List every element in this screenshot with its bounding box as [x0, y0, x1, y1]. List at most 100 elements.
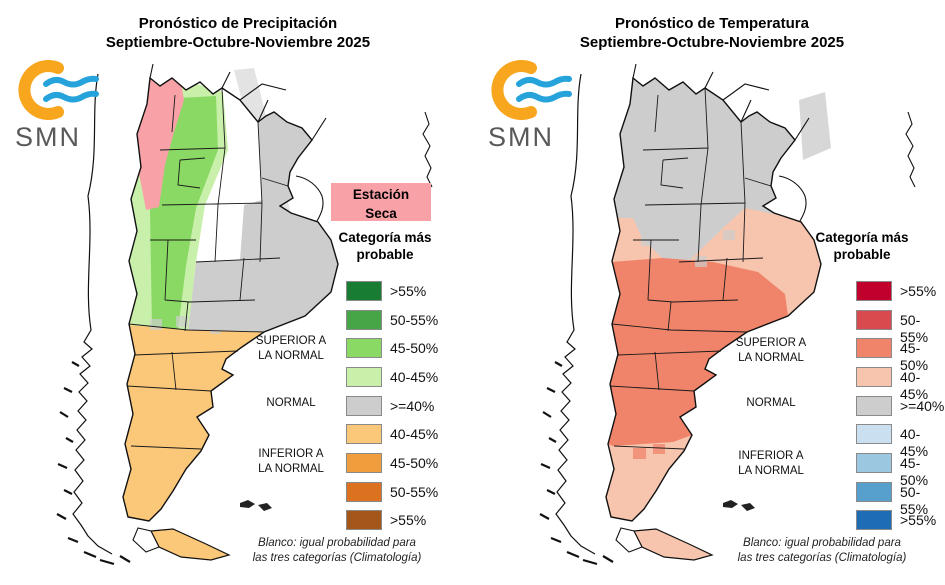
category-label-normal: NORMAL — [719, 396, 823, 411]
footnote-line2: las tres categorías (Climatología) — [252, 551, 422, 564]
legend-swatch — [346, 510, 382, 530]
footnote: Blanco: igual probabilidad para las tres… — [722, 536, 922, 566]
legend-swatch — [346, 482, 382, 502]
legend-label: >55% — [390, 512, 427, 528]
legend-swatch — [856, 510, 892, 530]
category-label-normal: NORMAL — [239, 396, 343, 411]
smn-logo-text: SMN — [488, 122, 554, 152]
logo-wave-bottom — [516, 90, 572, 103]
category-label-inferior: INFERIOR A LA NORMAL — [719, 449, 823, 479]
legend-swatch — [346, 310, 382, 330]
legend-title-line1: Categoría más — [338, 230, 432, 245]
precipitation-map — [55, 64, 433, 566]
legend-label: >=40% — [390, 398, 435, 414]
legend-swatch — [856, 367, 892, 387]
legend-swatch — [856, 338, 892, 358]
logo-wave-top — [516, 75, 572, 88]
smn-logo-text: SMN — [15, 122, 81, 152]
category-line: LA NORMAL — [258, 462, 324, 475]
legend-swatch — [856, 396, 892, 416]
map-pixel — [695, 256, 707, 267]
smn-logo-icon — [18, 60, 99, 120]
category-line: LA NORMAL — [738, 351, 804, 364]
title-line2: Septiembre-Octubre-Noviembre 2025 — [105, 33, 371, 51]
legend-title-line1: Categoría más — [815, 230, 909, 245]
category-line: INFERIOR A — [258, 448, 324, 460]
legend-swatch — [856, 482, 892, 502]
category-line: LA NORMAL — [738, 464, 804, 477]
legend-swatch — [856, 424, 892, 444]
malvinas-islands — [240, 500, 272, 511]
logo-ring — [491, 60, 537, 120]
category-line: NORMAL — [266, 397, 316, 409]
legend-title: Categoría más probable — [315, 230, 455, 264]
legend-label: 40-45% — [390, 369, 439, 385]
category-line: SUPERIOR A — [255, 335, 327, 347]
legend-label: 50-55% — [900, 484, 929, 517]
temperature-map — [538, 64, 916, 566]
legend-label: >=40% — [900, 398, 945, 414]
legend-label: 45-50% — [900, 340, 929, 373]
legend-label: 50-55% — [900, 312, 929, 345]
legend-label: 45-50% — [390, 455, 439, 471]
panel-title-temperature: Pronóstico de Temperatura Septiembre-Oct… — [552, 15, 872, 53]
legend-title-line2: probable — [833, 246, 891, 262]
category-label-superior: SUPERIOR A LA NORMAL — [719, 336, 823, 366]
category-label-inferior: INFERIOR A LA NORMAL — [239, 447, 343, 477]
legend-swatch — [346, 367, 382, 387]
map-pixel — [633, 448, 646, 459]
logo-wave-top — [43, 75, 99, 88]
legend-label: 40-45% — [900, 426, 929, 459]
smn-logo-icon — [491, 60, 572, 120]
category-label-superior: SUPERIOR A LA NORMAL — [239, 334, 343, 364]
map-region-below-normal-40-45 — [123, 324, 264, 521]
title-line1: Pronóstico de Precipitación — [138, 15, 338, 32]
legend-label: 50-55% — [390, 312, 439, 328]
category-line: NORMAL — [746, 397, 796, 409]
legend-label: >55% — [390, 283, 427, 299]
legend-swatch — [856, 453, 892, 473]
category-line: INFERIOR A — [738, 450, 804, 462]
map-pixel — [150, 319, 162, 330]
legend-swatch — [856, 310, 892, 330]
logo-wave-bottom — [43, 90, 99, 103]
legend-label: 50-55% — [390, 484, 439, 500]
panel-title-precipitation: Pronóstico de Precipitación Septiembre-O… — [78, 15, 398, 53]
malvinas-islands — [723, 500, 755, 511]
map-pixel — [723, 230, 735, 240]
footnote-line2: las tres categorías (Climatología) — [737, 551, 907, 564]
tierra-del-fuego — [150, 528, 230, 561]
chile-coastline — [555, 73, 596, 555]
legend-label: 45-50% — [900, 455, 929, 488]
category-line: SUPERIOR A — [735, 337, 807, 349]
legend-swatch — [856, 281, 892, 301]
map-shade-brazil — [799, 92, 831, 160]
legend-label: 40-45% — [390, 426, 439, 442]
legend-swatch — [346, 281, 382, 301]
category-line: LA NORMAL — [258, 349, 324, 362]
legend-swatch — [346, 424, 382, 444]
map-pixel — [210, 325, 221, 334]
dry-season-line2: Seca — [365, 205, 397, 221]
dry-season-badge: Estación Seca — [331, 183, 431, 221]
logo-ring — [18, 60, 64, 120]
chile-islands — [55, 360, 132, 566]
map-pixel — [653, 444, 665, 454]
legend-swatch — [346, 453, 382, 473]
legend-swatch — [346, 338, 382, 358]
title-line1: Pronóstico de Temperatura — [615, 15, 809, 32]
legend-label: 45-50% — [390, 340, 439, 356]
legend-title-line2: probable — [356, 246, 414, 262]
legend-swatch — [346, 396, 382, 416]
dry-season-line1: Estación — [352, 187, 410, 202]
chile-islands — [538, 360, 615, 566]
title-line2: Septiembre-Octubre-Noviembre 2025 — [579, 33, 845, 51]
legend-title: Categoría más probable — [792, 230, 932, 264]
footnote-line1: Blanco: igual probabilidad para — [258, 537, 416, 549]
footnote-line1: Blanco: igual probabilidad para — [743, 537, 901, 549]
legend-label: >55% — [900, 283, 937, 299]
map-pixel — [641, 236, 652, 246]
legend-label: >55% — [900, 512, 937, 528]
legend-label: 40-45% — [900, 369, 929, 402]
